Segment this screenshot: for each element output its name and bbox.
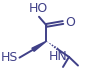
Polygon shape <box>32 41 46 51</box>
Text: HS: HS <box>1 51 18 64</box>
Text: HO: HO <box>29 2 48 15</box>
Text: HN: HN <box>49 50 68 63</box>
Text: O: O <box>65 16 75 29</box>
